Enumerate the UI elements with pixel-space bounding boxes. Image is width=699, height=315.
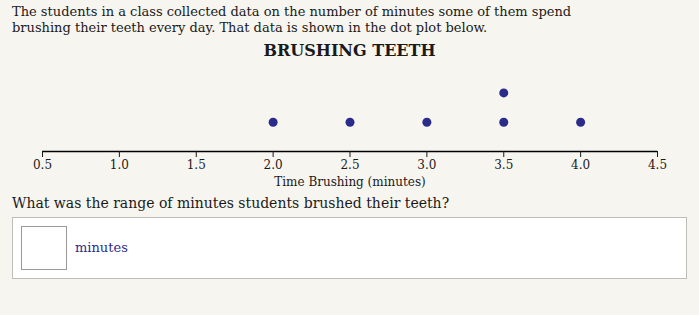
svg-text:0.5: 0.5 <box>33 158 52 172</box>
html-text:The students in a class collec: The students in a class collected data o… <box>12 4 572 19</box>
html-text:minutes: minutes <box>75 240 128 255</box>
html-text:BRUSHING TEETH: BRUSHING TEETH <box>263 40 436 60</box>
svg-text:4.5: 4.5 <box>648 158 667 172</box>
svg-text:3.5: 3.5 <box>494 158 513 172</box>
svg-text:3.0: 3.0 <box>417 158 436 172</box>
svg-text:4.0: 4.0 <box>571 158 590 172</box>
svg-text:2.0: 2.0 <box>264 158 283 172</box>
svg-text:1.0: 1.0 <box>110 158 129 172</box>
html-text:brushing their teeth every day: brushing their teeth every day. That dat… <box>12 20 488 36</box>
svg-text:1.5: 1.5 <box>187 158 206 172</box>
svg-text:Time Brushing (minutes): Time Brushing (minutes) <box>274 174 426 188</box>
svg-text:2.5: 2.5 <box>340 158 359 172</box>
html-text:What was the range of minutes: What was the range of minutes students b… <box>12 194 450 211</box>
